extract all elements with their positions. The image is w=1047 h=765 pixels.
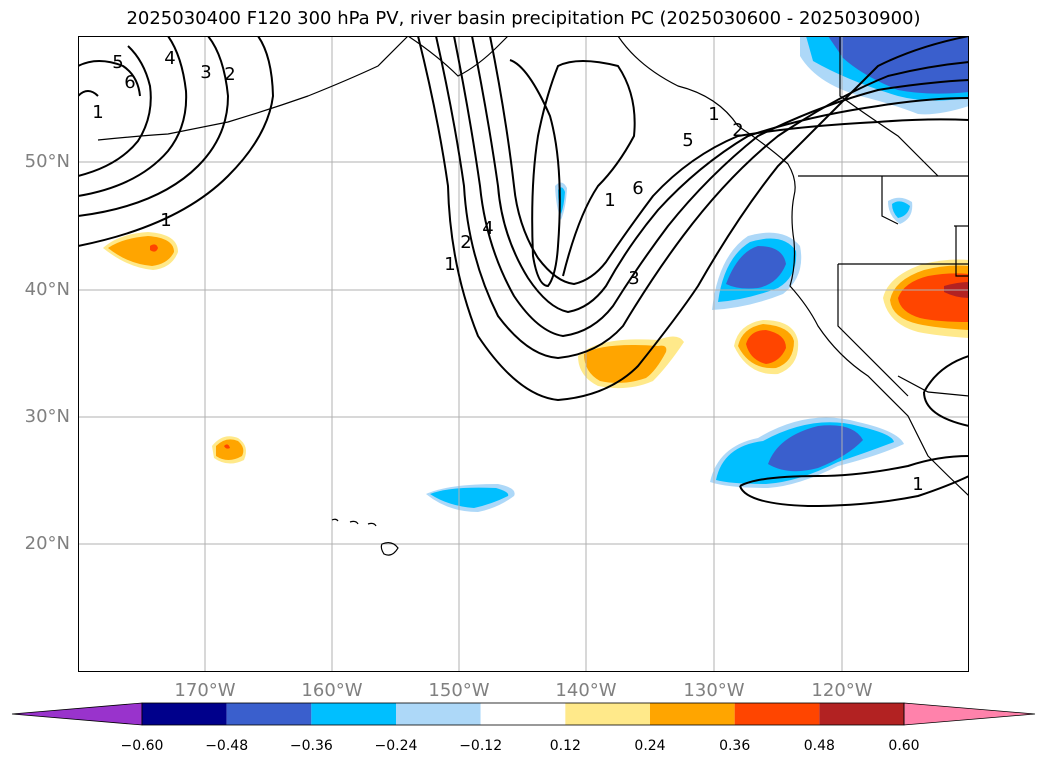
colorbar-cell: [734, 703, 820, 725]
contour-label: 1: [92, 102, 103, 123]
colorbar-arrow-high: [903, 702, 1036, 726]
colorbar-arrow-low: [11, 702, 143, 726]
lon-label-150w: 150°W: [428, 680, 490, 701]
colorbar-tick-label: −0.48: [205, 738, 249, 754]
colorbar-cell: [396, 703, 481, 725]
colorbar-tick-label: 0.48: [803, 738, 835, 754]
coastlines: [97, 36, 969, 497]
colorbar-tick-label: −0.12: [459, 738, 503, 754]
colorbar-cell: [650, 703, 735, 725]
colorbar-tick-label: 0.60: [888, 738, 920, 754]
contour-label: 1: [160, 210, 171, 231]
contour-label: 4: [164, 48, 175, 69]
colorbar-tick-label: −0.60: [120, 738, 164, 754]
contour-label: 1: [604, 190, 615, 211]
hawaii-islands: [331, 518, 399, 556]
contour-label: 5: [682, 130, 693, 151]
colorbar-tick-label: −0.36: [289, 738, 333, 754]
colorbar-cell: [565, 703, 650, 725]
lat-label-20n: 20°N: [24, 533, 70, 554]
lon-label-160w: 160°W: [301, 680, 363, 701]
colorbar-tick-label: −0.24: [374, 738, 418, 754]
contour-label: 4: [482, 218, 493, 239]
colorbar-cell: [819, 703, 904, 725]
contour-label: 3: [628, 268, 639, 289]
contour-label: 2: [460, 232, 471, 253]
lon-label-130w: 130°W: [683, 680, 745, 701]
contour-label: 1: [708, 104, 719, 125]
colorbar-cell: [480, 703, 566, 725]
colorbar: [11, 702, 1036, 726]
lon-label-140w: 140°W: [555, 680, 617, 701]
colorbar-tick-label: 0.36: [719, 738, 751, 754]
colorbar-cell: [226, 703, 312, 725]
contour-label: 1: [912, 474, 923, 495]
colorbar-cell: [142, 703, 227, 725]
contour-label: 2: [732, 120, 743, 141]
contour-labels: 5 6 4 3 2 1 1 2 4 1 6 5 3 1 2 1 1: [92, 48, 923, 495]
lon-label-120w: 120°W: [811, 680, 873, 701]
lat-label-30n: 30°N: [24, 406, 70, 427]
colorbar-tick-label: 0.24: [634, 738, 666, 754]
gridlines: [78, 36, 969, 672]
contour-label: 1: [444, 254, 455, 275]
colorbar-tick-label: 0.12: [549, 738, 581, 754]
lat-label-50n: 50°N: [24, 151, 70, 172]
map-panel: 5 6 4 3 2 1 1 2 4 1 6 5 3 1 2 1 1: [78, 36, 969, 672]
contour-label: 6: [632, 178, 643, 199]
lat-label-40n: 40°N: [24, 279, 70, 300]
pv-contours: [78, 36, 969, 508]
contour-label: 5: [112, 52, 123, 73]
lon-label-170w: 170°W: [174, 680, 236, 701]
contour-label: 6: [124, 72, 135, 93]
colorbar-cell: [311, 703, 396, 725]
contour-label: 3: [200, 62, 211, 83]
map-title: 2025030400 F120 300 hPa PV, river basin …: [126, 8, 921, 29]
precip-shading: [103, 36, 969, 512]
contour-label: 2: [224, 64, 235, 85]
